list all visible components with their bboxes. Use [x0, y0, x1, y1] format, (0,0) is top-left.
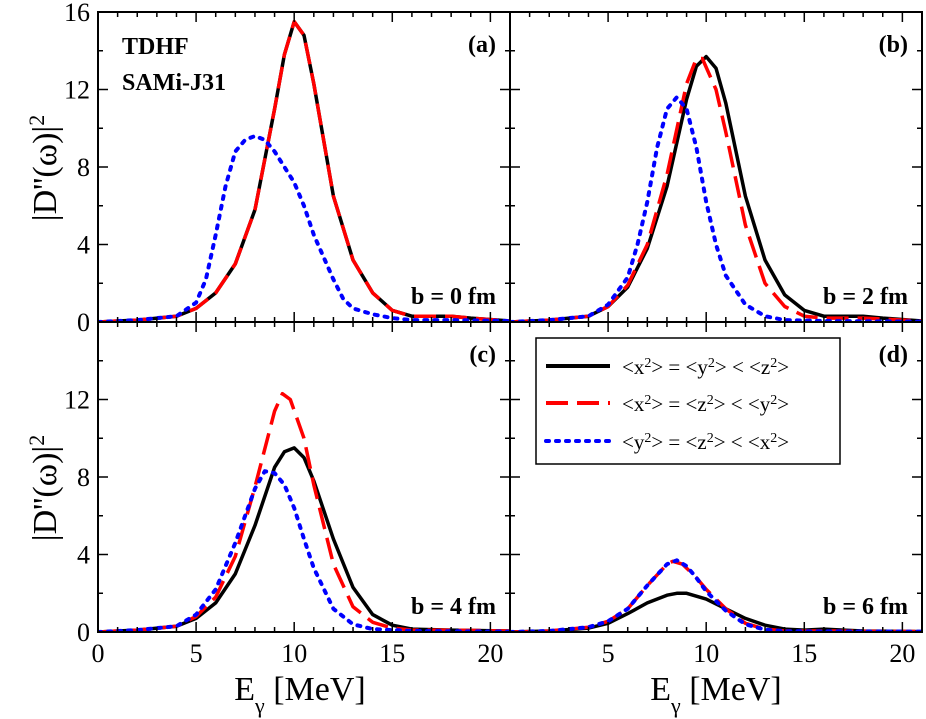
panel-c-ytick-label: 12	[64, 386, 90, 415]
panel-c-ytick-label: 8	[77, 463, 90, 492]
panel-c-xtick-label: 5	[190, 639, 203, 668]
panel-d-xtick-label: 20	[889, 639, 915, 668]
panel-c-xtick-label: 10	[281, 639, 307, 668]
panel-a-ytick-label: 16	[64, 0, 90, 27]
panel-a-letter: (a)	[468, 32, 496, 58]
panel-d-xtick-label: 15	[791, 639, 817, 668]
panel-b-ticks	[509, 11, 923, 323]
panel-c-xtick-label: 15	[379, 639, 405, 668]
panel-d: 5 10 15 20 (d) b = 6 fm	[509, 321, 923, 668]
panel-a-series-3-line	[98, 134, 510, 322]
panel-c-xtick-label: 20	[477, 639, 503, 668]
panel-a: 0 4 8 12 16 (a) b = 0 fm	[64, 0, 511, 337]
panel-d-xtick-label: 10	[693, 639, 719, 668]
y-axis-title-bottom: |D''(ω)|2	[24, 435, 65, 541]
panel-d-frame	[509, 321, 923, 633]
panel-c-ytick-label: 4	[77, 541, 90, 570]
legend: <x2> = <y2> < <z2> <x2> = <z2> < <y2> <y…	[535, 337, 841, 465]
y-axis-title-top: |D''(ω)|2	[24, 115, 65, 221]
panel-d-impact-parameter: b = 6 fm	[823, 594, 908, 620]
panel-b-frame	[509, 11, 923, 323]
panel-a-series-2-line	[98, 19, 510, 322]
x-axis-title-left: Eγ [MeV]	[234, 671, 366, 718]
panel-c-impact-parameter: b = 4 fm	[411, 594, 496, 620]
legend-label-s1: <x2> = <y2> < <z2>	[622, 355, 789, 379]
panel-c-ytick-label: 0	[77, 618, 90, 647]
panel-b-impact-parameter: b = 2 fm	[823, 284, 908, 310]
panel-a-ytick-label: 12	[64, 76, 90, 105]
panel-c-series-3-line	[98, 469, 510, 632]
method-label-line2: SAMi-J31	[122, 70, 226, 96]
panel-a-ytick-label: 4	[77, 231, 90, 260]
method-label-line1: TDHF	[122, 34, 189, 60]
panel-c-frame	[97, 321, 511, 633]
plot-layer: 0 4 8 12 16 (a) b = 0 fm (b) b = 2 fm 0 4 8 12 0 5 10 15…	[64, 0, 923, 668]
panel-d-xtick-label: 5	[602, 639, 615, 668]
panel-c-ticks	[97, 321, 511, 633]
panel-c-letter: (c)	[469, 342, 496, 368]
panel-a-impact-parameter: b = 0 fm	[411, 284, 496, 310]
legend-label-s3: <y2> = <z2> < <x2>	[622, 430, 789, 454]
panel-b-series-2-line	[510, 56, 922, 322]
panel-a-series-1-line	[98, 19, 510, 322]
x-axis-title-right: Eγ [MeV]	[650, 671, 782, 718]
panel-c: 0 4 8 12 0 5 10 15 20 (c) b = 4 fm	[64, 321, 511, 668]
panel-d-letter: (d)	[879, 342, 908, 368]
legend-label-s2: <x2> = <z2> < <y2>	[622, 392, 789, 416]
panel-b-series-3-line	[510, 95, 922, 322]
panel-d-series-3-line	[510, 558, 922, 632]
panel-a-ytick-label: 8	[77, 153, 90, 182]
panel-b: (b) b = 2 fm	[509, 11, 923, 323]
panel-c-xtick-label: 0	[92, 639, 105, 668]
panel-b-letter: (b)	[879, 32, 908, 58]
panel-a-ytick-label: 0	[77, 308, 90, 337]
